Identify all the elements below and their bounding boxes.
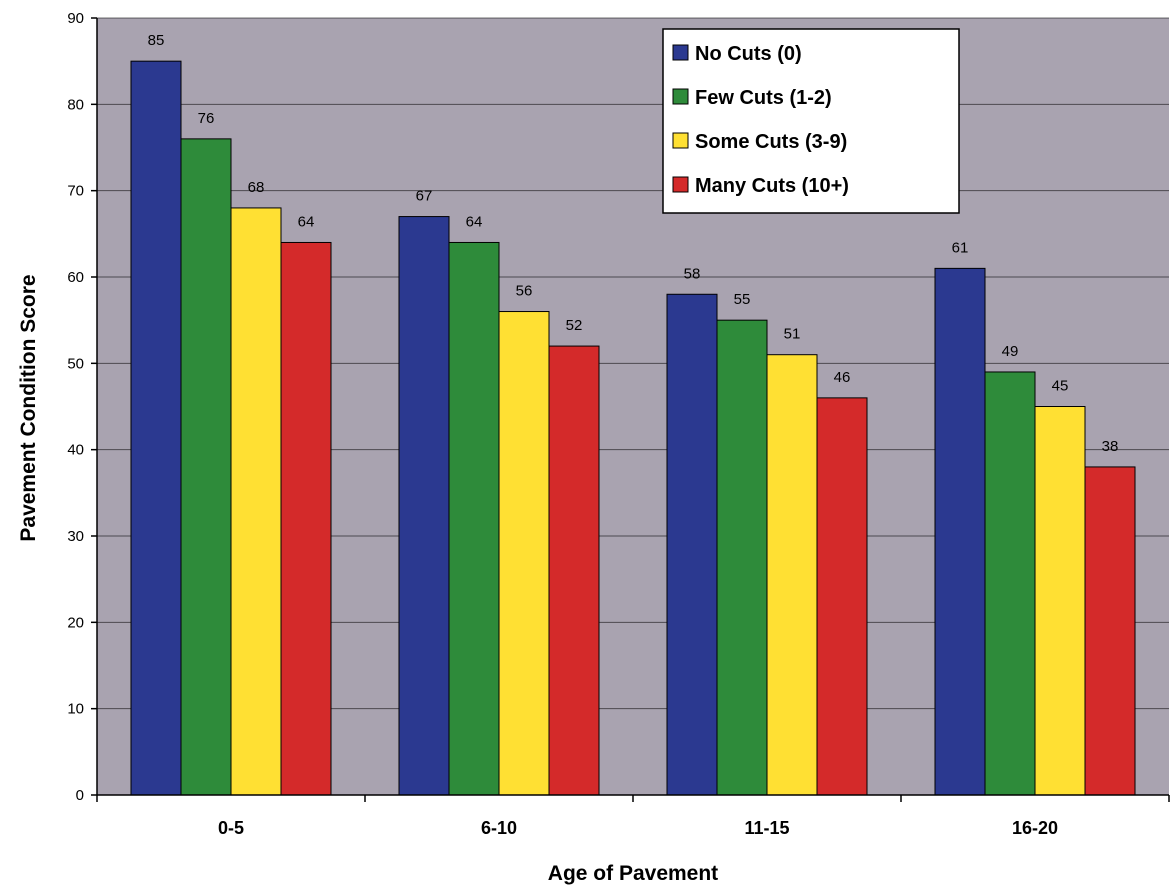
x-tick-label: 6-10 [481, 818, 517, 838]
x-tick-label: 11-15 [744, 818, 789, 838]
legend-swatch [672, 132, 689, 149]
data-label: 85 [148, 32, 165, 49]
legend-label: Some Cuts (3-9) [695, 131, 847, 153]
bar [180, 138, 232, 796]
legend-label: No Cuts (0) [695, 43, 802, 65]
y-tick-label: 0 [76, 787, 84, 804]
data-label: 55 [734, 291, 751, 308]
bar [984, 371, 1036, 796]
bar [816, 397, 868, 796]
legend-label: Many Cuts (10+) [695, 175, 849, 197]
data-label: 67 [416, 188, 433, 205]
data-labels: 85 76 68 64 67 64 56 52 58 55 51 46 61 49 45 38 [148, 32, 1119, 455]
data-label: 68 [248, 179, 265, 196]
data-label: 51 [784, 326, 801, 343]
bars [130, 60, 1136, 796]
legend-label: Few Cuts (1-2) [695, 87, 832, 109]
x-axis-title: Age of Pavement [548, 862, 718, 885]
bar [130, 60, 182, 796]
data-label: 64 [298, 213, 315, 230]
bar [766, 354, 818, 796]
y-axis-title: Pavement Condition Score [17, 274, 40, 541]
y-axis-ticks: 0 10 20 30 40 50 60 70 80 90 [67, 10, 97, 804]
data-label: 45 [1052, 378, 1069, 395]
data-label: 61 [952, 239, 969, 256]
bar [230, 207, 282, 796]
y-tick-label: 60 [67, 269, 84, 286]
x-axis-ticks: 0-5 6-10 11-15 16-20 [96, 795, 1170, 838]
legend-box [662, 28, 960, 214]
data-label: 49 [1002, 343, 1019, 360]
data-label: 38 [1102, 438, 1119, 455]
bar [1084, 466, 1136, 796]
bar [934, 267, 986, 796]
y-tick-label: 20 [67, 614, 84, 631]
x-tick-label: 0-5 [218, 818, 244, 838]
y-tick-label: 80 [67, 96, 84, 113]
data-label: 56 [516, 283, 533, 300]
bar [666, 293, 718, 796]
legend-swatch [672, 176, 689, 193]
bar [448, 241, 500, 796]
y-tick-label: 30 [67, 528, 84, 545]
bar [1034, 406, 1086, 796]
bar [548, 345, 600, 796]
bar [398, 216, 450, 796]
y-tick-label: 10 [67, 701, 84, 718]
bar [716, 319, 768, 796]
legend: No Cuts (0) Few Cuts (1-2) Some Cuts (3-9)… [662, 28, 960, 214]
data-label: 46 [834, 369, 851, 386]
data-label: 58 [684, 265, 701, 282]
x-tick-label: 16-20 [1012, 818, 1058, 838]
data-label: 52 [566, 317, 583, 334]
legend-swatch [672, 88, 689, 105]
legend-swatch [672, 44, 689, 61]
data-label: 64 [466, 213, 483, 230]
bar [280, 241, 332, 796]
data-label: 76 [198, 110, 215, 127]
y-tick-label: 70 [67, 183, 84, 200]
bar [498, 311, 550, 796]
y-tick-label: 90 [67, 10, 84, 27]
y-tick-label: 50 [67, 355, 84, 372]
y-tick-label: 40 [67, 442, 84, 459]
